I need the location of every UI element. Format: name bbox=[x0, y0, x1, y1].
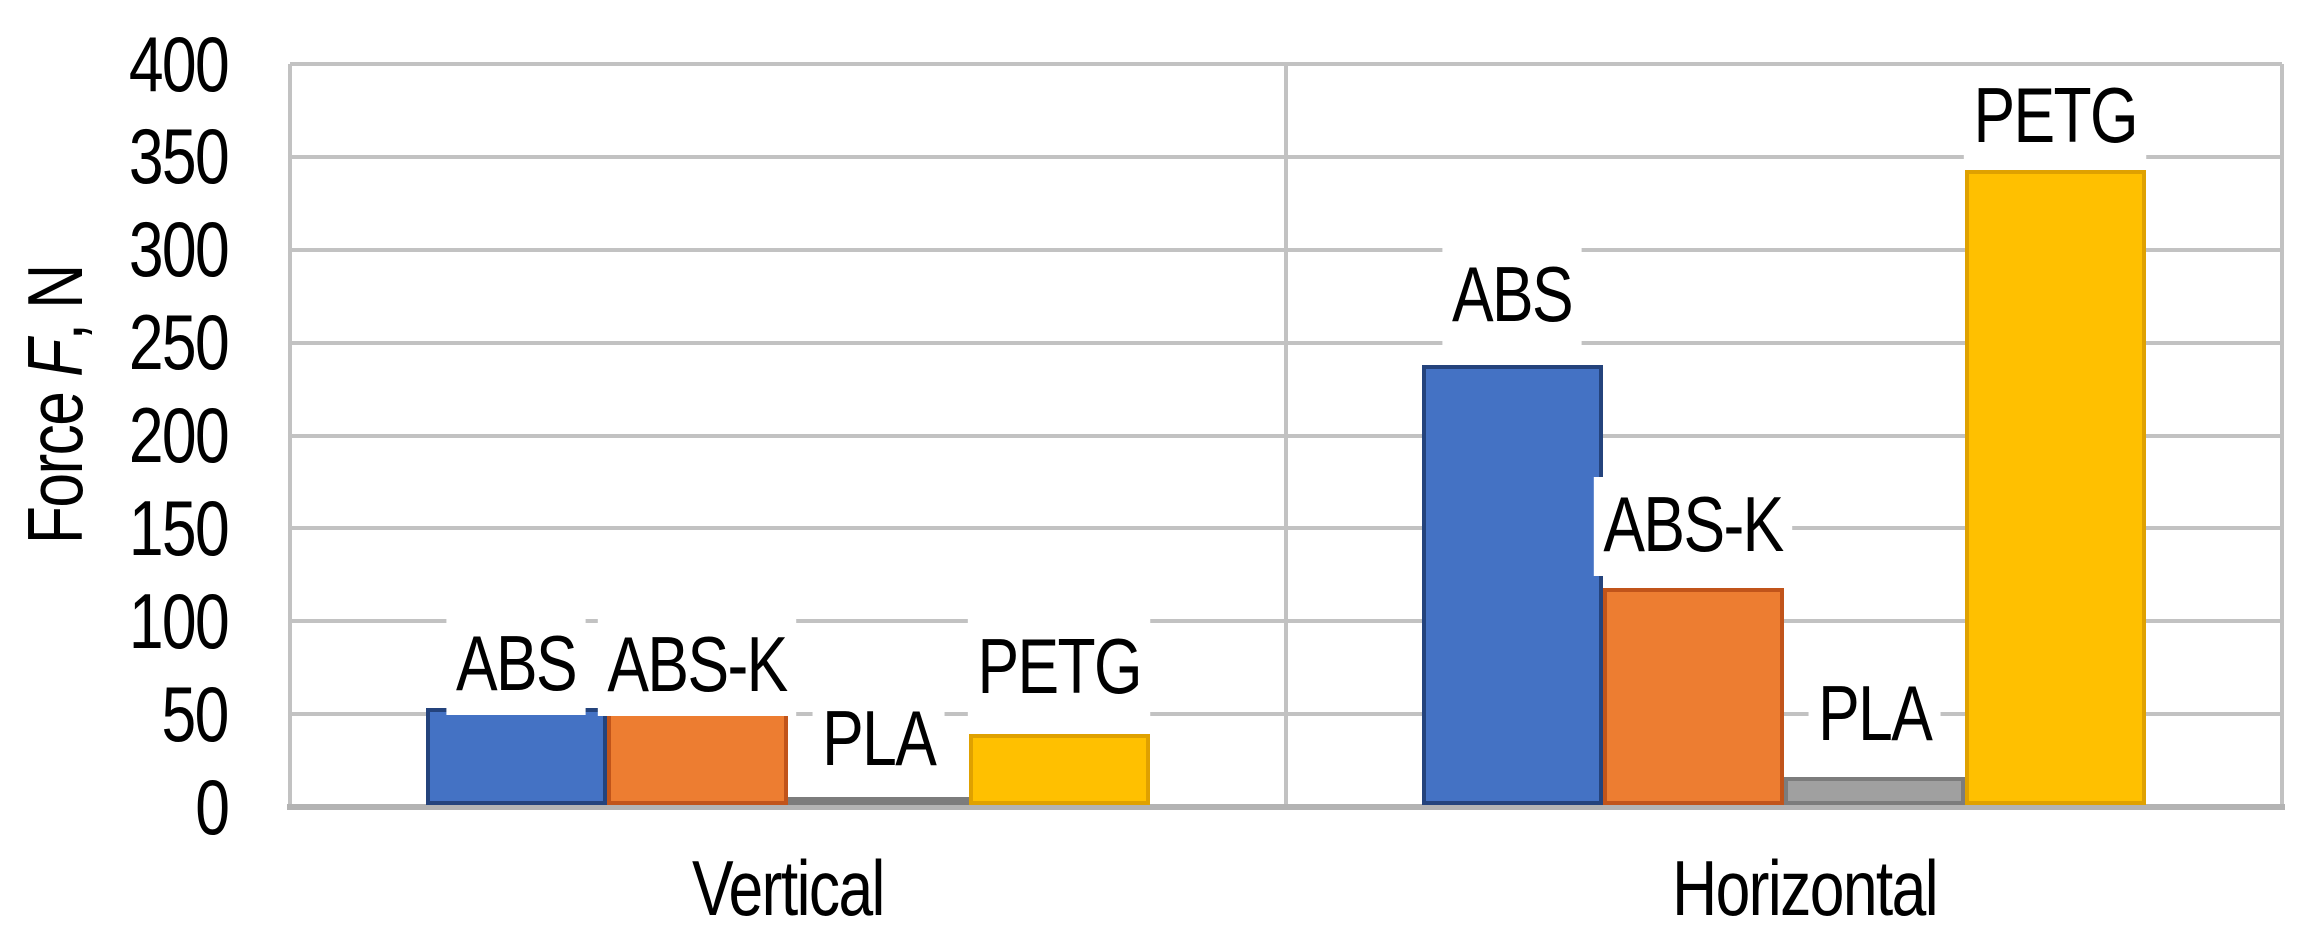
y-tick-text: 150 bbox=[128, 483, 230, 572]
y-tick-text: 250 bbox=[128, 298, 230, 387]
bar-vertical-abs-k bbox=[607, 712, 788, 805]
bar-label-text: ABS bbox=[446, 615, 587, 715]
bar-label-text: PLA bbox=[812, 690, 945, 790]
y-tick-text: 350 bbox=[128, 112, 230, 201]
y-tick-text: 400 bbox=[128, 19, 230, 108]
plot-area: ABS ABS-K PLA PETG ABS ABS-K PLA PETG bbox=[287, 62, 2285, 810]
bar-label-text: PETG bbox=[968, 618, 1151, 718]
y-tick-text: 50 bbox=[161, 669, 230, 758]
bar-vertical-abs bbox=[426, 708, 607, 805]
y-axis-title-pre: Force bbox=[10, 377, 99, 545]
x-category-text: Vertical bbox=[692, 843, 885, 932]
plot-border-left bbox=[288, 64, 292, 807]
plot-border-right bbox=[2280, 64, 2284, 807]
bar-label-text: PETG bbox=[1964, 68, 2147, 168]
bar-vertical-pla bbox=[788, 797, 969, 805]
y-tick-text: 200 bbox=[128, 391, 230, 479]
y-axis-title-text: Force F, N bbox=[10, 266, 101, 545]
bar-horizontal-abs-k bbox=[1603, 587, 1784, 805]
bar-horizontal-pla bbox=[1784, 777, 1965, 805]
y-tick-text: 0 bbox=[194, 762, 230, 851]
y-axis-title-variable: F bbox=[10, 340, 99, 378]
x-category-text: Horizontal bbox=[1672, 843, 1940, 932]
bar-label-text: PLA bbox=[1808, 665, 1941, 765]
y-axis-title-post: , N bbox=[10, 265, 99, 341]
y-tick-text: 100 bbox=[128, 576, 230, 665]
y-tick-text: 300 bbox=[128, 205, 230, 294]
x-axis-line bbox=[287, 804, 2285, 810]
bar-horizontal-abs bbox=[1422, 364, 1603, 805]
bar-label-text: ABS-K bbox=[598, 616, 797, 716]
bar-horizontal-petg bbox=[1965, 169, 2146, 805]
bar-label-text: ABS-K bbox=[1594, 477, 1793, 577]
bar-label-text: ABS bbox=[1442, 247, 1583, 347]
bar-vertical-petg bbox=[969, 734, 1150, 805]
category-divider bbox=[1284, 64, 1288, 807]
